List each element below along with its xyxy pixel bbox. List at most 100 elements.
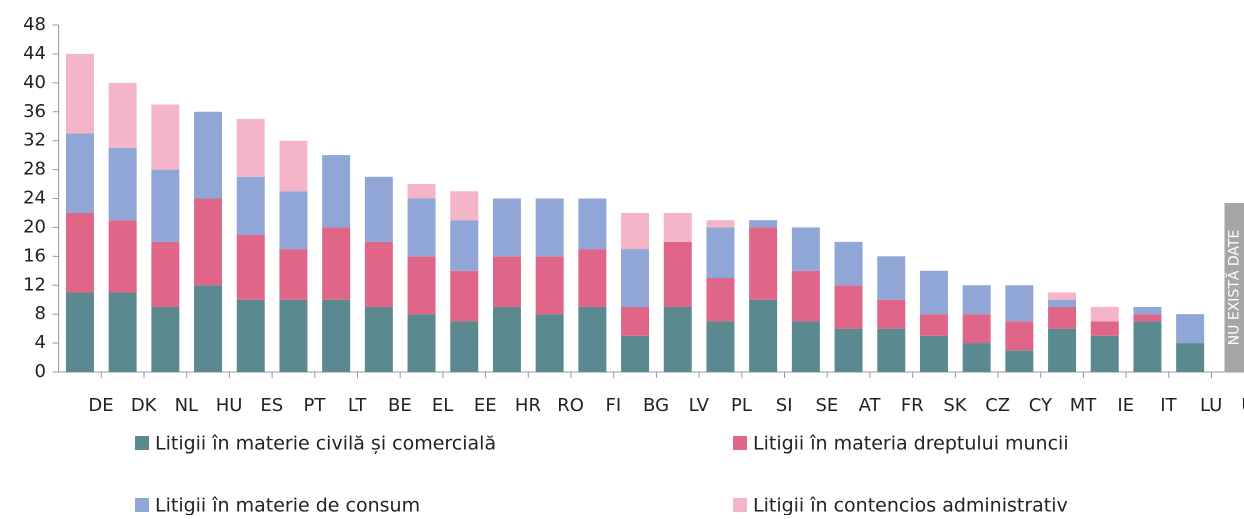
bar-segment [835, 285, 863, 328]
legend-swatch [135, 436, 149, 450]
bar-segment [835, 329, 863, 372]
bar-segment [109, 83, 137, 148]
bar-segment [792, 227, 820, 270]
bar-segment [450, 321, 478, 372]
legend-label: Litigii în materie de consum [155, 495, 420, 516]
bar-segment [920, 314, 948, 336]
x-tick-label: ES [260, 395, 283, 416]
bar-segment [322, 155, 350, 227]
legend-swatch [733, 436, 747, 450]
x-tick-label: CZ [985, 395, 1010, 416]
bar-segment [1091, 336, 1119, 372]
bar-segment [322, 300, 350, 372]
bar-segment [749, 300, 777, 372]
x-tick-label: RO [557, 395, 584, 416]
bar-segment [749, 227, 777, 299]
y-tick-label: 36 [23, 101, 46, 122]
bar-segment [493, 199, 521, 257]
bar-segment [621, 307, 649, 336]
x-tick-label: LU [1200, 395, 1222, 416]
bar-segment [920, 336, 948, 372]
legend-swatch [733, 498, 747, 512]
bar-segment [365, 177, 393, 242]
bar-segment [151, 170, 179, 242]
bar-segment [536, 314, 564, 372]
bar-segment [621, 213, 649, 249]
x-tick-label: NL [175, 395, 199, 416]
bar-segment [408, 199, 436, 257]
bar-segment [237, 235, 265, 300]
x-tick-label: HU [216, 395, 243, 416]
bar-segment [621, 249, 649, 307]
bar-segment [664, 242, 692, 307]
bar-segment [877, 256, 905, 299]
bar-segment [66, 54, 94, 134]
bar-segment [536, 256, 564, 314]
bar-segment [450, 220, 478, 271]
bar-segment [279, 249, 307, 300]
bar-segment [963, 285, 991, 314]
x-tick-label: EL [432, 395, 453, 416]
x-tick-label: DK [131, 395, 158, 416]
x-tick-label: HR [515, 395, 541, 416]
bar-segment [664, 307, 692, 372]
bar-segment [151, 105, 179, 170]
bar-segment [877, 329, 905, 372]
bar-segment [1048, 307, 1076, 329]
bar-segment [408, 256, 436, 314]
bar-segment [450, 191, 478, 220]
bar-segment [109, 292, 137, 372]
bar-segment [109, 220, 137, 292]
y-tick-label: 48 [23, 14, 46, 35]
y-tick-label: 40 [23, 72, 46, 93]
bar-segment [578, 307, 606, 372]
y-tick-label: 12 [23, 274, 46, 295]
bar-segment [151, 307, 179, 372]
bar-segment [1091, 321, 1119, 335]
bar-segment [237, 300, 265, 372]
bar-segment [1005, 285, 1033, 321]
bar-segment [1005, 350, 1033, 372]
y-tick-label: 4 [35, 332, 46, 353]
x-tick-label: DE [88, 395, 113, 416]
bar-segment [920, 271, 948, 314]
bar-segment [408, 314, 436, 372]
x-tick-label: BG [643, 395, 669, 416]
y-tick-label: 16 [23, 245, 46, 266]
bar-segment [1005, 321, 1033, 350]
bar-segment [1048, 329, 1076, 372]
bar-segment [706, 278, 734, 321]
x-tick-label: AT [859, 395, 882, 416]
bar-segment [706, 321, 734, 372]
x-tick-label: IT [1160, 395, 1177, 416]
bar-segment [194, 199, 222, 286]
x-tick-label: EE [474, 395, 497, 416]
bar-segment [279, 300, 307, 372]
x-tick-label: SK [943, 395, 967, 416]
annotation: NU EXISTĂ DATE [1224, 230, 1242, 346]
bar-segment [1176, 314, 1204, 343]
bar-segment [365, 242, 393, 307]
bar-segment [706, 227, 734, 278]
bar-segment [706, 220, 734, 227]
bar-segment [408, 184, 436, 198]
bar-segment [664, 213, 692, 242]
bar-segment [578, 199, 606, 250]
y-tick-label: 32 [23, 130, 46, 151]
bar-segment [578, 249, 606, 307]
bar-segment [792, 321, 820, 372]
bar-segment [237, 119, 265, 177]
legend-label: Litigii în materia dreptului muncii [753, 433, 1069, 455]
y-tick-label: 28 [23, 159, 46, 180]
bar-segment [1176, 343, 1204, 372]
bar-segment [1133, 307, 1161, 314]
x-tick-label: LV [689, 395, 710, 416]
y-tick-label: 8 [35, 303, 46, 324]
bar-segment [1133, 321, 1161, 372]
bar-segment [536, 199, 564, 257]
bar-segment [749, 220, 777, 227]
bar-segment [1048, 300, 1076, 307]
x-tick-label: IE [1117, 395, 1134, 416]
x-tick-label: MT [1070, 395, 1098, 416]
x-tick-label: SE [815, 395, 838, 416]
